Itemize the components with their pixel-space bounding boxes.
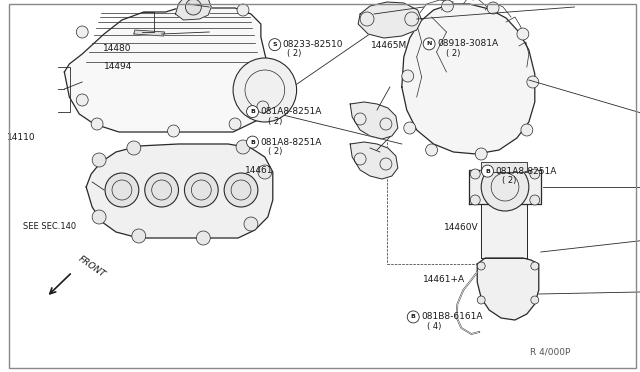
Circle shape bbox=[531, 296, 539, 304]
Text: 081A8-8251A: 081A8-8251A bbox=[260, 107, 322, 116]
Polygon shape bbox=[481, 162, 527, 172]
Circle shape bbox=[168, 125, 179, 137]
Polygon shape bbox=[358, 2, 422, 38]
Text: 081A8-8251A: 081A8-8251A bbox=[260, 138, 322, 147]
Polygon shape bbox=[469, 170, 541, 204]
Circle shape bbox=[531, 262, 539, 270]
Polygon shape bbox=[477, 258, 539, 320]
Circle shape bbox=[257, 101, 269, 113]
Circle shape bbox=[470, 195, 480, 205]
Text: B: B bbox=[250, 109, 255, 114]
Polygon shape bbox=[134, 30, 164, 36]
Circle shape bbox=[196, 231, 211, 245]
Circle shape bbox=[229, 118, 241, 130]
Polygon shape bbox=[175, 0, 211, 20]
Polygon shape bbox=[350, 142, 398, 179]
Circle shape bbox=[476, 148, 487, 160]
Circle shape bbox=[426, 144, 438, 156]
Text: B: B bbox=[250, 140, 255, 145]
Text: ( 2): ( 2) bbox=[446, 49, 461, 58]
Text: 14494: 14494 bbox=[104, 62, 132, 71]
Circle shape bbox=[530, 169, 540, 179]
Circle shape bbox=[521, 124, 533, 136]
Polygon shape bbox=[481, 204, 527, 258]
Circle shape bbox=[404, 122, 416, 134]
Text: 14110: 14110 bbox=[6, 133, 35, 142]
Text: ( 2): ( 2) bbox=[268, 147, 283, 156]
Circle shape bbox=[246, 106, 259, 118]
Circle shape bbox=[184, 173, 218, 207]
Text: N: N bbox=[426, 41, 432, 46]
Circle shape bbox=[258, 165, 272, 179]
Circle shape bbox=[244, 217, 258, 231]
Text: 08233-82510: 08233-82510 bbox=[283, 40, 343, 49]
Polygon shape bbox=[86, 144, 273, 238]
Circle shape bbox=[402, 70, 413, 82]
Circle shape bbox=[246, 136, 259, 148]
Text: 14461+A: 14461+A bbox=[423, 275, 465, 284]
Text: ( 2): ( 2) bbox=[268, 117, 283, 126]
Circle shape bbox=[407, 311, 419, 323]
Polygon shape bbox=[65, 8, 271, 132]
Circle shape bbox=[442, 0, 453, 12]
Circle shape bbox=[470, 169, 480, 179]
Circle shape bbox=[487, 2, 499, 14]
Circle shape bbox=[530, 195, 540, 205]
Text: SEE SEC.140: SEE SEC.140 bbox=[22, 222, 76, 231]
Text: 14461: 14461 bbox=[245, 166, 273, 175]
Circle shape bbox=[269, 39, 281, 51]
Text: 14460V: 14460V bbox=[444, 223, 479, 232]
Circle shape bbox=[76, 26, 88, 38]
Text: R 4/000P: R 4/000P bbox=[530, 347, 570, 356]
Text: ( 2): ( 2) bbox=[287, 49, 302, 58]
Circle shape bbox=[482, 165, 493, 177]
Circle shape bbox=[236, 140, 250, 154]
Text: B: B bbox=[485, 169, 490, 174]
Circle shape bbox=[76, 94, 88, 106]
Circle shape bbox=[233, 58, 296, 122]
Circle shape bbox=[481, 163, 529, 211]
Circle shape bbox=[127, 141, 141, 155]
Circle shape bbox=[92, 210, 106, 224]
Polygon shape bbox=[402, 4, 535, 154]
Text: FRONT: FRONT bbox=[76, 254, 107, 279]
Circle shape bbox=[517, 28, 529, 40]
Text: 081A8-8251A: 081A8-8251A bbox=[495, 167, 557, 176]
Circle shape bbox=[186, 0, 202, 15]
Circle shape bbox=[423, 38, 435, 50]
Circle shape bbox=[477, 296, 485, 304]
Text: 081B8-6161A: 081B8-6161A bbox=[421, 312, 483, 321]
Circle shape bbox=[132, 229, 146, 243]
Circle shape bbox=[477, 262, 485, 270]
Circle shape bbox=[177, 1, 189, 13]
Circle shape bbox=[145, 173, 179, 207]
Polygon shape bbox=[350, 102, 398, 139]
Circle shape bbox=[91, 118, 103, 130]
Circle shape bbox=[92, 153, 106, 167]
Circle shape bbox=[105, 173, 139, 207]
Text: ( 2): ( 2) bbox=[502, 176, 516, 185]
Text: 14465M: 14465M bbox=[371, 41, 407, 50]
Circle shape bbox=[237, 4, 249, 16]
Circle shape bbox=[527, 76, 539, 88]
Text: S: S bbox=[273, 42, 277, 47]
Circle shape bbox=[224, 173, 258, 207]
Text: 08918-3081A: 08918-3081A bbox=[437, 39, 498, 48]
Text: 14480: 14480 bbox=[103, 44, 132, 53]
Text: ( 4): ( 4) bbox=[428, 322, 442, 331]
Text: B: B bbox=[411, 314, 415, 320]
